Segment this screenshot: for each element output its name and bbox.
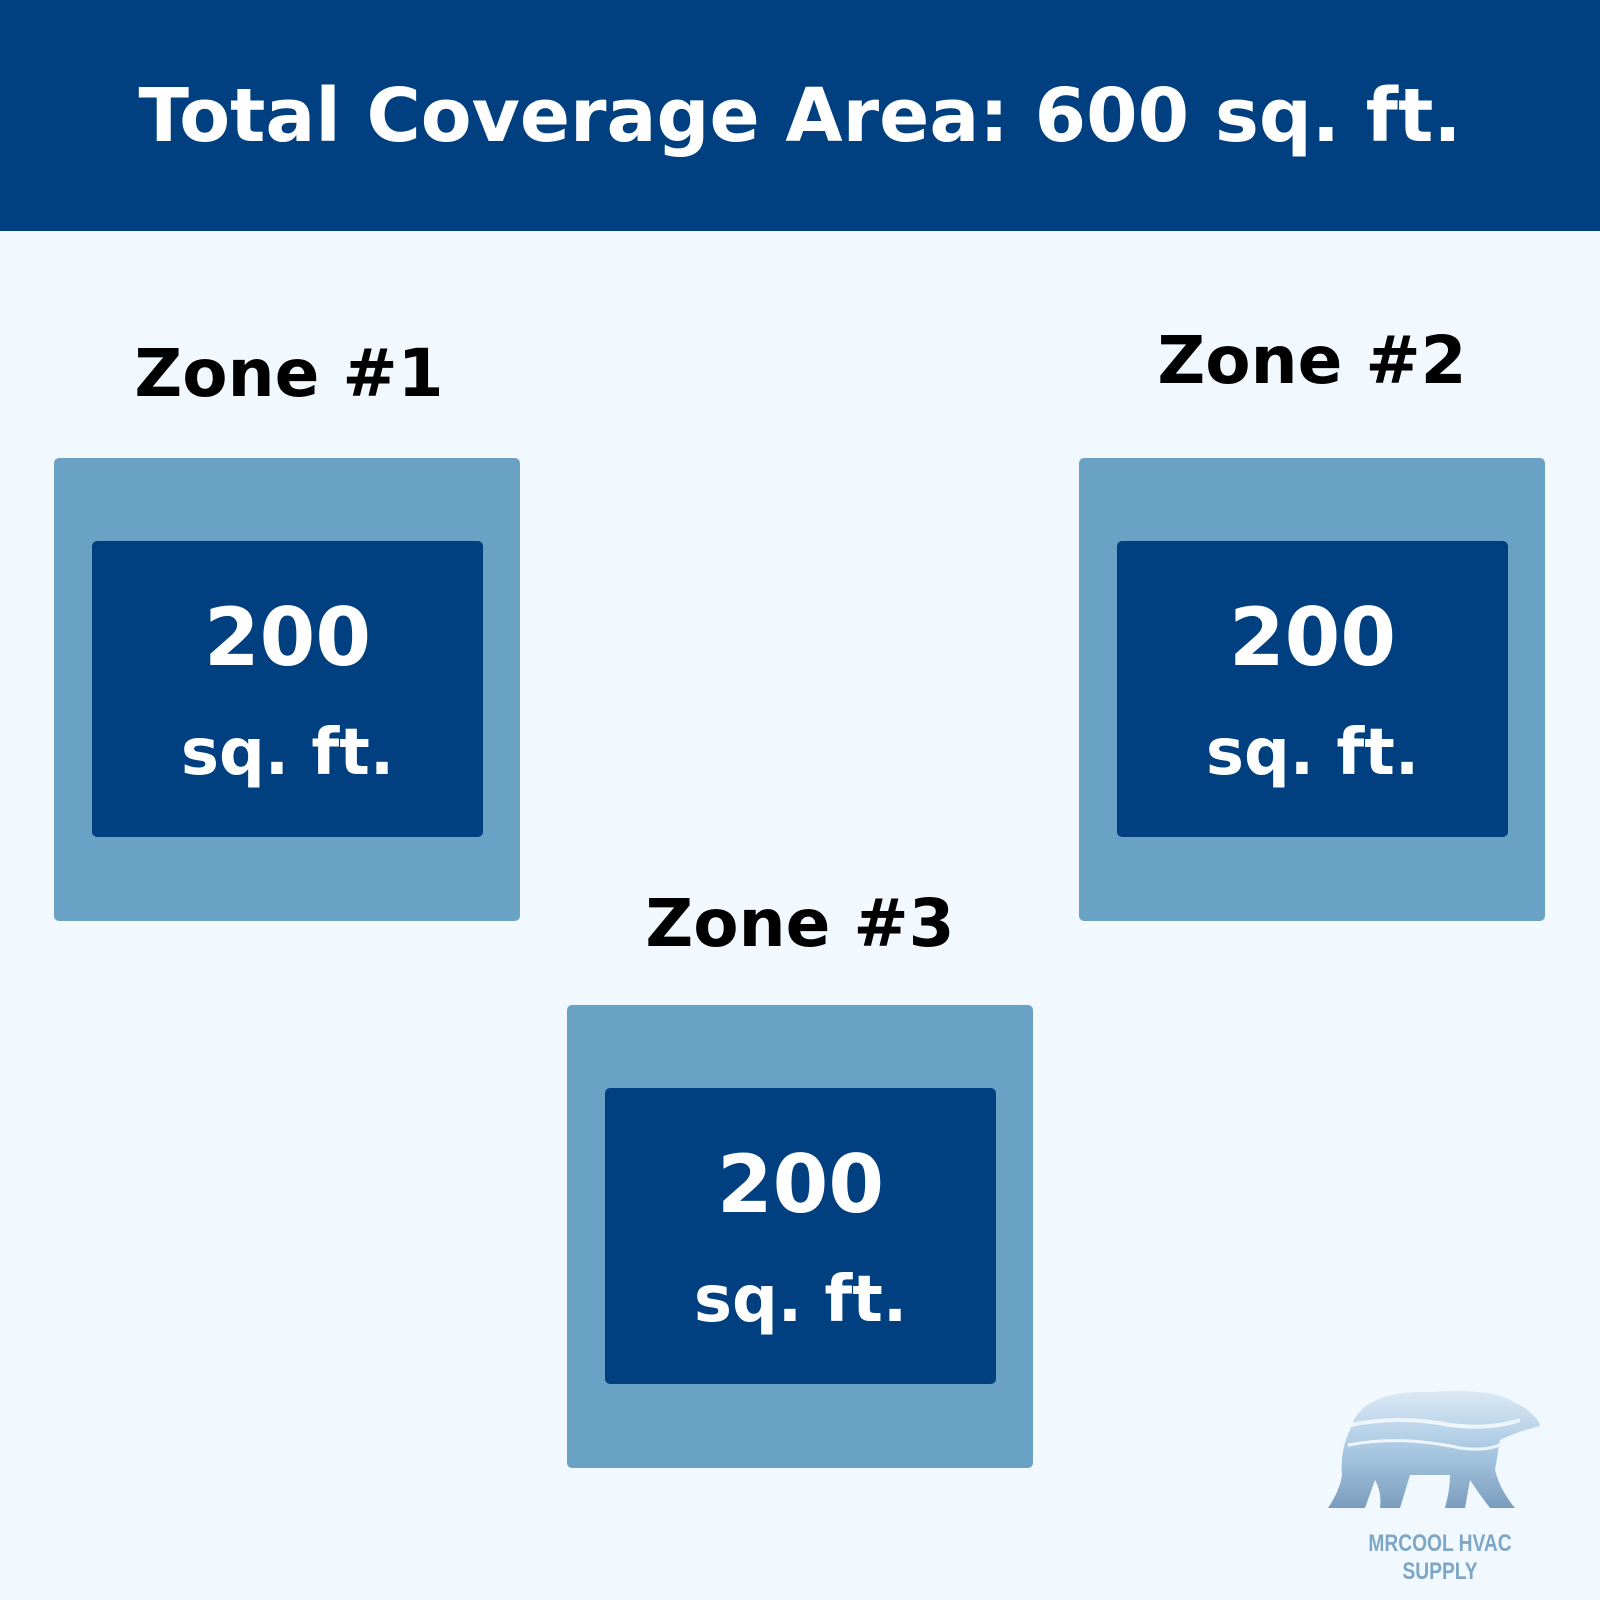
zone-2-area-box: 200 sq. ft. xyxy=(1117,541,1508,837)
header-banner: Total Coverage Area: 600 sq. ft. xyxy=(0,0,1600,231)
brand-logo: MRCOOL HVAC SUPPLY xyxy=(1320,1380,1560,1585)
zone-3-card: 200 sq. ft. xyxy=(567,1005,1033,1468)
zone-3-title: Zone #3 xyxy=(645,885,955,962)
zone-3-unit: sq. ft. xyxy=(693,1263,908,1337)
zone-1-area: 200 xyxy=(204,591,371,684)
zone-2-area: 200 xyxy=(1229,591,1396,684)
zone-1-title: Zone #1 xyxy=(134,335,444,412)
zone-3-area-box: 200 sq. ft. xyxy=(605,1088,996,1384)
zone-1-unit: sq. ft. xyxy=(180,716,395,790)
total-coverage-title: Total Coverage Area: 600 sq. ft. xyxy=(138,72,1462,159)
zone-2-card: 200 sq. ft. xyxy=(1079,458,1545,921)
zone-1-card: 200 sq. ft. xyxy=(54,458,520,921)
zone-1-area-box: 200 sq. ft. xyxy=(92,541,483,837)
zone-2-unit: sq. ft. xyxy=(1205,716,1420,790)
zone-2-title: Zone #2 xyxy=(1157,322,1467,399)
logo-text: MRCOOL HVAC SUPPLY xyxy=(1368,1530,1512,1585)
zone-3-area: 200 xyxy=(717,1138,884,1231)
polar-bear-icon xyxy=(1328,1391,1540,1508)
